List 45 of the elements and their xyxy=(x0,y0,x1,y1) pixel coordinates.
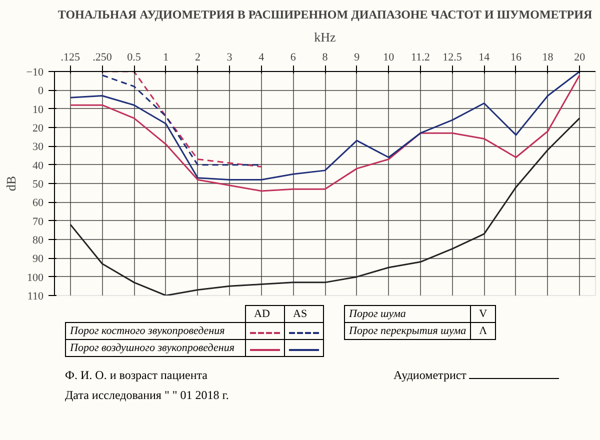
x-tick-label: 1 xyxy=(163,52,169,64)
x-tick-label: 6 xyxy=(290,52,296,64)
x-tick-label: 20 xyxy=(574,52,586,64)
x-tick-label: .125 xyxy=(60,52,81,64)
x-tick-label: 10 xyxy=(383,52,395,64)
text: Порог воздушного звукопроведения xyxy=(66,340,246,356)
x-tick-label: 4 xyxy=(258,52,265,64)
x-tick-label: 16 xyxy=(510,52,522,64)
x-tick-label: 9 xyxy=(354,52,360,64)
y-tick-label: 90 xyxy=(32,253,44,266)
x-tick-label: 18 xyxy=(542,52,554,64)
x-axis-title: kHz xyxy=(314,30,336,44)
text: Порог костного звукопроведения xyxy=(66,322,246,340)
y-axis-title: dB xyxy=(3,176,18,192)
y-tick-label: −10 xyxy=(26,66,44,78)
y-tick-label: 50 xyxy=(32,178,44,190)
y-tick-label: 80 xyxy=(32,234,44,246)
y-tick-label: 30 xyxy=(32,141,44,154)
x-tick-label: 11.2 xyxy=(411,52,430,64)
text: Дата исследования " " 01 2018 г. xyxy=(65,387,230,403)
x-tick-label: .250 xyxy=(92,52,112,64)
y-tick-label: 20 xyxy=(32,122,44,134)
line-series xyxy=(70,117,580,296)
x-tick-label: 3 xyxy=(226,52,233,64)
x-tick-label: 12.5 xyxy=(442,52,462,64)
text: Ф. И. О. и возраст пациента xyxy=(65,368,208,382)
y-tick-label: 40 xyxy=(32,160,44,172)
text: Порог перекрытия шума xyxy=(344,322,471,340)
y-tick-label: 100 xyxy=(27,272,44,284)
y-tick-label: 70 xyxy=(32,216,44,228)
x-tick-label: 8 xyxy=(322,52,328,64)
y-tick-label: 10 xyxy=(32,104,44,116)
text: AD xyxy=(246,306,284,322)
text: AS xyxy=(284,306,324,322)
y-tick-label: 60 xyxy=(32,197,44,210)
y-tick-label: 0 xyxy=(38,85,44,98)
y-tick-label: 110 xyxy=(27,290,44,302)
x-tick-label: 14 xyxy=(478,52,490,64)
chart-title: ТОНАЛЬНАЯ АУДИОМЕТРИЯ В РАСШИРЕННОМ ДИАПАЗОНЕ ЧАСТОТ И ШУМОМЕТРИЯ xyxy=(58,8,592,22)
x-tick-label: 0.5 xyxy=(127,52,142,64)
text: Аудиометрист xyxy=(394,368,466,382)
text: V xyxy=(470,306,496,322)
text: Λ xyxy=(470,322,496,340)
x-tick-label: 2 xyxy=(194,52,200,64)
text: Порог шума xyxy=(344,306,471,322)
